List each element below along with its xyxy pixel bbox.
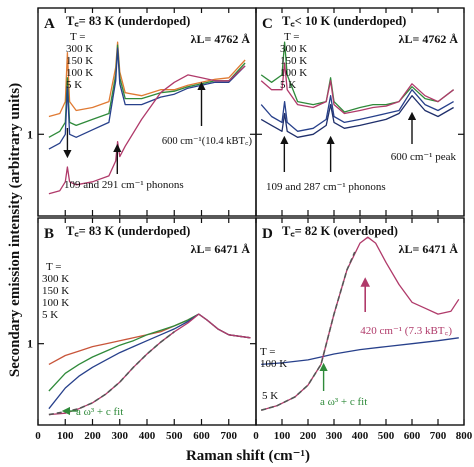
series-line-150-k [260,62,454,115]
temp-item: 5 K [262,390,278,402]
temp-item: 150 K [280,55,307,67]
temp-header: T = [70,31,85,43]
x-tick-label: 0 [253,430,259,442]
temp-header: T = [260,346,275,358]
temp-header: T = [46,261,61,273]
annotation: 109 and 291 cm⁻¹ phonons [64,179,184,191]
x-tick-label: 800 [456,430,473,442]
temp-item: 5 K [66,79,82,91]
x-tick-label: 100 [274,430,291,442]
temp-item: 150 K [42,285,69,297]
x-tick-label: 600 [404,430,421,442]
x-tick-label: 300 [112,430,129,442]
temp-item: 150 K [66,55,93,67]
y-tick-label: 1 [27,127,33,141]
panel-title: T꜀= 83 K (underdoped) [66,224,190,238]
temp-item: 100 K [66,67,93,79]
panel-D: 0 100 200 300 400 500 600 700 800 D T꜀= 82 K (over… [253,217,473,442]
series-line-100-k [260,89,454,132]
panel-letter: A [44,16,55,32]
panel-title: T꜀= 83 K (underdoped) [66,14,190,28]
x-tick-label: 500 [378,430,395,442]
series-line-100-k [261,337,459,366]
panel-title: T꜀= 82 K (overdoped) [282,224,398,238]
x-tick-label: 400 [352,430,369,442]
peak-annotation: 420 cm⁻¹ (7.3 kBT꜀) [360,325,452,337]
series-line-fit [48,331,175,416]
annotation: 600 cm⁻¹(10.4 kBT꜀) [162,136,253,147]
temp-item: 5 K [280,79,296,91]
temp-item: 300 K [280,43,307,55]
x-tick-label: 600 [193,430,210,442]
panel-title: T꜀< 10 K (underdoped) [282,14,406,28]
laser-wavelength: λL= 6471 Å [191,242,251,256]
temp-header: T = [284,31,299,43]
temp-item: 5 K [42,309,58,321]
y-tick-label: 1 [27,337,33,351]
series-line-5-k [260,95,454,138]
x-tick-label: 700 [430,430,447,442]
panel-letter: D [262,226,273,242]
fit-annotation: a ω³ + c fit [76,406,123,418]
laser-wavelength: λL= 4762 Å [399,32,459,46]
panel-A: 1 A T꜀= 83 K (underdoped)λL= 4762 Å T =300 … [27,7,257,217]
temp-item: 300 K [66,43,93,55]
temp-item: 100 K [42,297,69,309]
panel-C: C T꜀< 10 K (underdoped) λL= 4762 Å T =300 K… [255,7,465,217]
temp-item: 100 K [260,358,287,370]
laser-wavelength: λL= 4762 Å [191,32,251,46]
x-tick-label: 200 [300,430,317,442]
series-line-5-k [261,236,460,411]
series-line-100-k [48,313,251,410]
series-line-fit [260,251,356,411]
laser-wavelength: λL= 6471 Å [399,242,459,256]
panel-letter: C [262,16,273,32]
x-axis-label: Raman shift (cm⁻¹) [186,448,310,464]
x-tick-label: 200 [84,430,101,442]
x-tick-label: 400 [139,430,156,442]
x-tick-label: 100 [57,430,74,442]
temp-item: 300 K [42,273,69,285]
panel-letter: B [44,226,54,242]
annotation: 600 cm⁻¹ peak [391,151,457,163]
x-tick-label: 500 [166,430,183,442]
x-tick-label: 0 [35,430,41,442]
annotation: 109 and 287 cm⁻¹ phonons [266,181,386,193]
x-tick-label: 700 [221,430,238,442]
y-axis-label: Secondary emission intensity (arbitrary … [7,83,23,377]
fit-annotation: a ω³ + c fit [320,396,367,408]
x-tick-label: 300 [326,430,343,442]
temp-item: 100 K [280,67,307,79]
panel-B: 0 100 200 300 400 500 600 700 1 B T꜀= 83 K (underd… [27,217,257,442]
